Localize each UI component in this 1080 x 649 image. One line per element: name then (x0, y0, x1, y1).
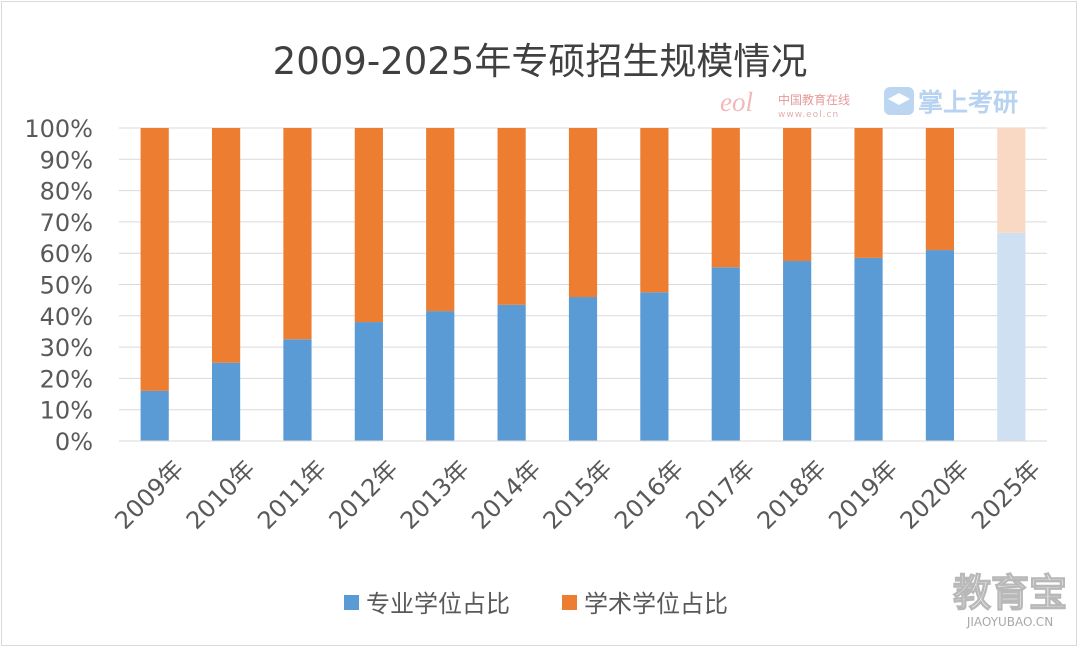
bar-segment (140, 390, 169, 441)
y-tick-label: 80% (40, 178, 93, 206)
bar-segment (140, 128, 169, 391)
y-tick-label: 60% (40, 240, 93, 268)
x-tick-label: 2016年 (609, 455, 689, 535)
y-tick-label: 40% (40, 303, 93, 331)
y-tick-label: 90% (40, 146, 93, 174)
legend-label: 学术学位占比 (584, 590, 728, 618)
bar-segment (497, 128, 526, 305)
eol-url-text: www.eol.cn (778, 110, 839, 120)
bar-segment (426, 311, 455, 441)
y-axis-labels: 0% 10% 20% 30% 40% 50% 60% 70% 80% 90% 100% (24, 115, 93, 456)
kaoyan-watermark: 掌上考研 (884, 87, 1018, 117)
bar-segment (925, 250, 955, 441)
y-tick-label: 50% (40, 272, 93, 300)
x-tick-label: 2015年 (538, 455, 618, 535)
x-tick-label: 2019年 (823, 455, 903, 535)
x-axis-labels: 2009年2010年2011年2012年2013年2014年2015年2016年… (109, 455, 1046, 535)
eol-watermark: eol 中国教育在线 www.eol.cn (720, 87, 850, 120)
site-url-text: JIAOYUBAO.CN (966, 615, 1053, 629)
jiaoyubao-watermark: 教育宝 JIAOYUBAO.CN (952, 570, 1067, 629)
y-tick-label: 100% (24, 115, 93, 143)
bar-segment (640, 292, 669, 441)
bar-segment (497, 304, 526, 441)
bar-segment (426, 128, 455, 312)
y-tick-label: 70% (40, 209, 93, 237)
bars (140, 128, 1026, 441)
bar-segment (783, 128, 812, 262)
x-tick-label: 2013年 (395, 455, 475, 535)
bar-segment (211, 362, 241, 441)
x-tick-label: 2020年 (895, 455, 975, 535)
y-tick-label: 0% (55, 428, 93, 456)
x-tick-label: 2017年 (680, 455, 760, 535)
app-name-text: 掌上考研 (918, 88, 1018, 117)
legend-swatch (344, 595, 359, 610)
x-tick-label: 2012年 (324, 455, 404, 535)
x-tick-label: 2014年 (466, 455, 546, 535)
bar-segment (354, 128, 383, 323)
legend: 专业学位占比 学术学位占比 (344, 590, 728, 618)
chart-title: 2009-2025年专硕招生规模情况 (273, 40, 808, 83)
bar-segment (640, 128, 669, 293)
y-tick-label: 30% (40, 334, 93, 362)
bar-segment (711, 128, 740, 268)
legend-swatch (562, 595, 577, 610)
x-tick-label: 2018年 (752, 455, 832, 535)
eol-logo-text: eol (720, 87, 753, 117)
bar-segment (711, 267, 740, 441)
bar-segment (997, 128, 1026, 233)
bar-segment (568, 128, 598, 298)
bar-segment (354, 322, 383, 441)
y-tick-label: 20% (40, 365, 93, 393)
site-name-text: 教育宝 (953, 571, 1067, 615)
bar-segment (997, 232, 1026, 441)
y-tick-label: 10% (40, 397, 93, 425)
x-tick-label: 2025年 (966, 455, 1046, 535)
bar-segment (568, 297, 598, 441)
x-tick-label: 2010年 (181, 455, 261, 535)
bar-segment (283, 339, 312, 441)
bar-segment (783, 261, 812, 441)
bar-segment (283, 128, 312, 340)
legend-label: 专业学位占比 (366, 590, 510, 618)
bar-segment (854, 257, 883, 441)
bar-segment (211, 128, 241, 363)
eol-name-text: 中国教育在线 (778, 92, 850, 107)
bar-segment (925, 128, 955, 251)
x-tick-label: 2011年 (252, 455, 332, 535)
x-tick-label: 2009年 (109, 455, 189, 535)
cap-icon-shape (888, 93, 910, 105)
bar-segment (854, 128, 883, 258)
